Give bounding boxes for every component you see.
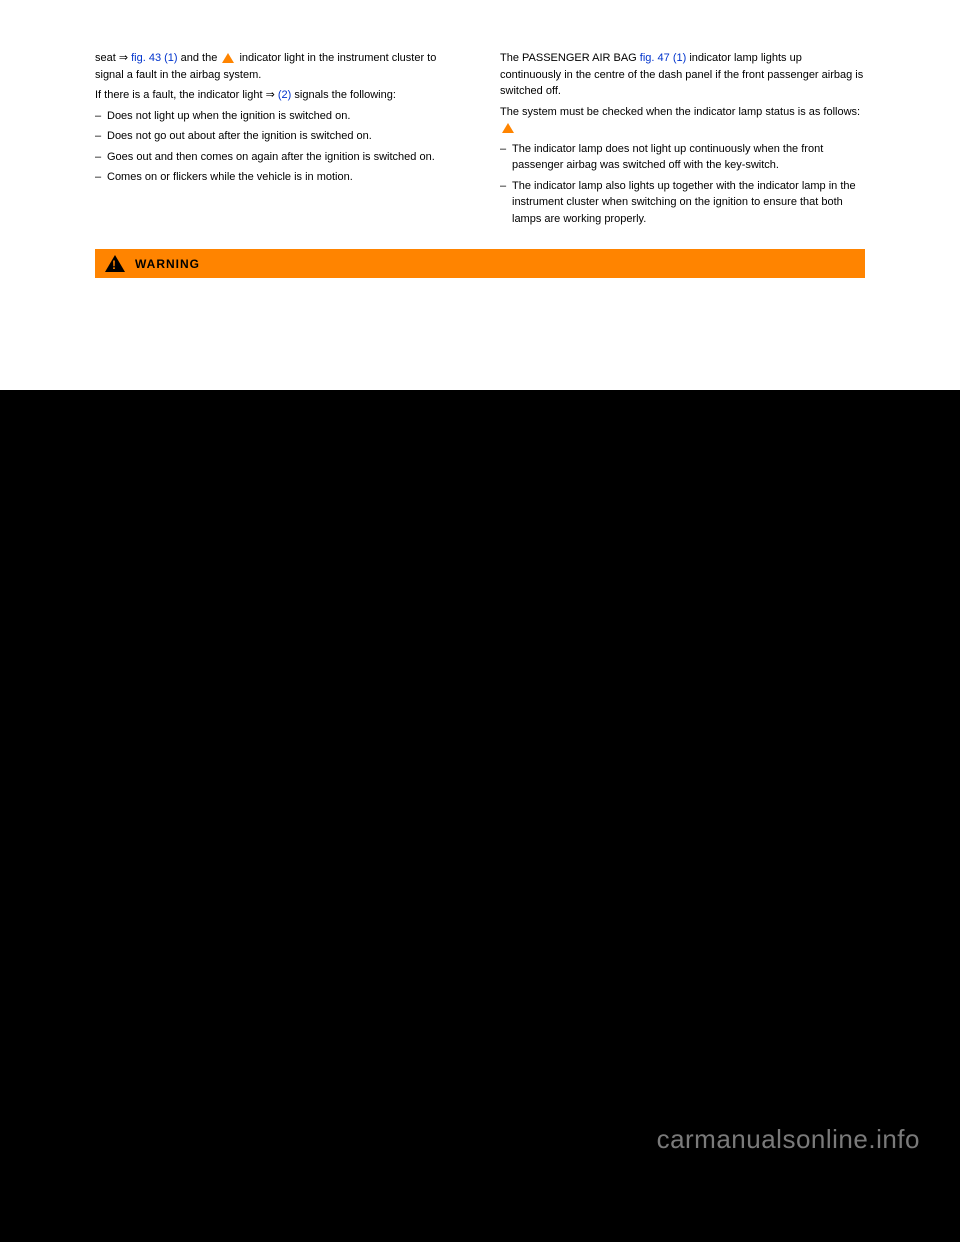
text: and the: [178, 52, 221, 64]
warning-label: WARNING: [135, 257, 200, 271]
fig-43-link[interactable]: fig. 43 (1): [131, 52, 177, 64]
airbag-warning-icon: [502, 123, 514, 133]
left-para-1: seat ⇒ fig. 43 (1) and the indicator lig…: [95, 50, 460, 83]
warning-box: WARNING: [95, 249, 865, 278]
right-para-2: The system must be checked when the indi…: [500, 104, 865, 137]
watermark-text: carmanualsonline.info: [657, 1124, 920, 1155]
list-item: The indicator lamp also lights up togeth…: [500, 178, 865, 228]
list-item: Comes on or flickers while the vehicle i…: [95, 169, 460, 186]
text: The system must be checked when the indi…: [500, 106, 860, 118]
black-region: [0, 390, 960, 1180]
list-item: The indicator lamp does not light up con…: [500, 141, 865, 174]
airbag-warning-icon: [222, 53, 234, 63]
text: The PASSENGER AIR BAG: [500, 52, 640, 64]
text: seat ⇒: [95, 52, 131, 64]
fig-47-link[interactable]: fig. 47 (1): [640, 52, 686, 64]
left-para-2: If there is a fault, the indicator light…: [95, 87, 460, 104]
ref-2-link[interactable]: (2): [278, 89, 291, 101]
right-para-1: The PASSENGER AIR BAG fig. 47 (1) indica…: [500, 50, 865, 100]
list-item: Does not go out about after the ignition…: [95, 128, 460, 145]
list-item: Does not light up when the ignition is s…: [95, 108, 460, 125]
right-column: The PASSENGER AIR BAG fig. 47 (1) indica…: [500, 50, 865, 231]
two-column-layout: seat ⇒ fig. 43 (1) and the indicator lig…: [95, 50, 865, 231]
text: If there is a fault, the indicator light…: [95, 89, 278, 101]
left-column: seat ⇒ fig. 43 (1) and the indicator lig…: [95, 50, 460, 231]
list-item: Goes out and then comes on again after t…: [95, 149, 460, 166]
text: signals the following:: [291, 89, 396, 101]
page-content: seat ⇒ fig. 43 (1) and the indicator lig…: [0, 0, 960, 390]
warning-header: WARNING: [95, 249, 865, 278]
warning-triangle-icon: [105, 255, 125, 272]
